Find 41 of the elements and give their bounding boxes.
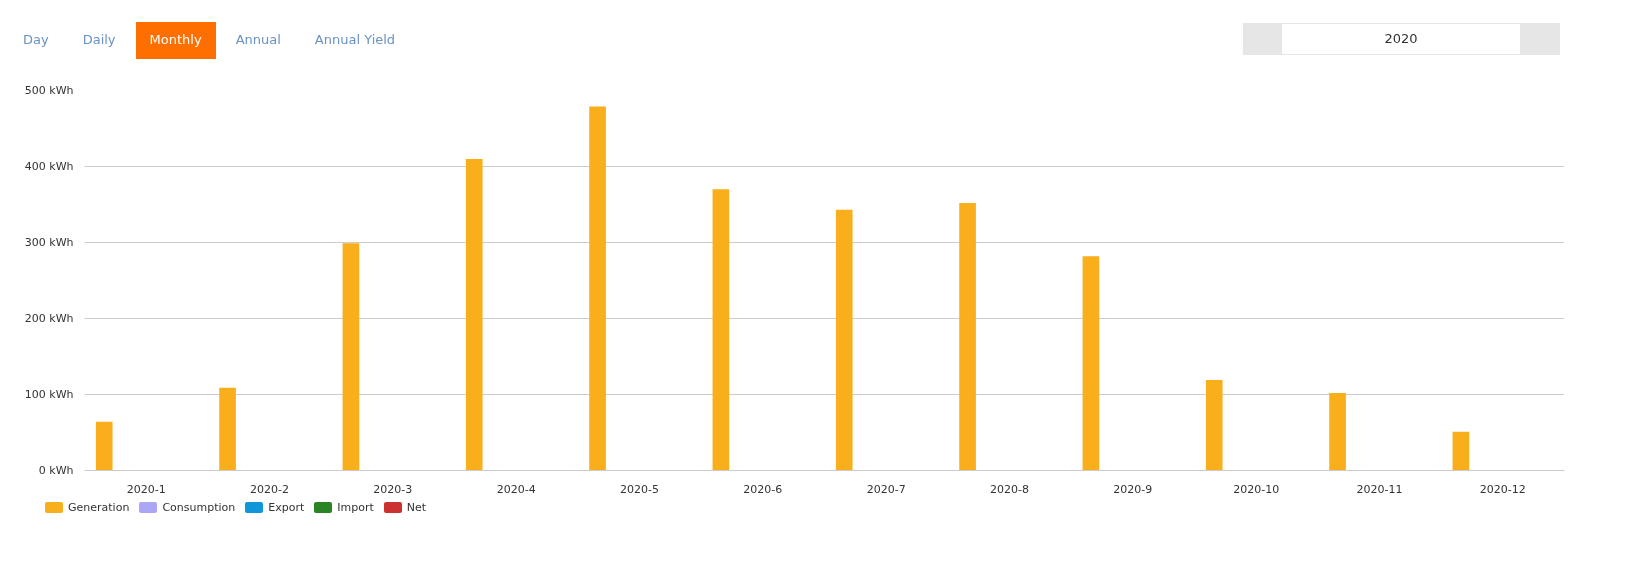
x-tick-label: 2020-5	[620, 482, 659, 496]
bar	[219, 387, 236, 471]
bar	[959, 202, 976, 471]
bar	[1329, 392, 1346, 471]
x-tick-label: 2020-3	[373, 482, 413, 496]
y-tick-label: 500 kWh	[24, 84, 74, 97]
x-tick-label: 2020-10	[1233, 482, 1280, 496]
x-tick-label: 2020-6	[743, 482, 783, 496]
text: Daily	[81, 31, 117, 49]
bar	[1082, 256, 1100, 471]
legend-label: Export	[268, 500, 305, 516]
y-tick-label: 300 kWh	[24, 236, 74, 249]
legend-label: Net	[406, 500, 427, 516]
bar	[712, 189, 730, 471]
y-tick-label: 100 kWh	[24, 388, 74, 401]
bar	[95, 421, 113, 471]
x-tick-label: 2020-4	[496, 482, 536, 496]
bar	[1452, 431, 1470, 471]
x-tick-label: 2020-2	[250, 482, 289, 496]
legend-label: Generation	[68, 500, 130, 516]
y-tick-label: 400 kWh	[24, 160, 74, 173]
text: Annual Yield	[313, 31, 397, 49]
bar	[835, 209, 853, 471]
text: 2020	[1282, 24, 1520, 54]
x-tick-label: 2020-9	[1113, 482, 1153, 496]
y-tick-label: 0 kWh	[38, 464, 74, 477]
legend-label: Import	[337, 500, 374, 516]
x-tick-label: 2020-7	[866, 482, 906, 496]
bar	[589, 106, 606, 471]
text: Day	[22, 31, 50, 49]
legend-label: Consumption	[162, 500, 236, 516]
x-tick-label: 2020-1	[126, 482, 166, 496]
x-tick-label: 2020-12	[1479, 482, 1526, 496]
x-tick-label: 2020-11	[1356, 482, 1403, 496]
y-tick-label: 200 kWh	[24, 312, 74, 325]
bar	[1205, 380, 1223, 471]
text: Annual	[234, 31, 282, 49]
bar	[342, 243, 360, 471]
text: Monthly	[135, 22, 216, 59]
x-tick-label: 2020-8	[990, 482, 1029, 496]
bar	[465, 158, 483, 471]
